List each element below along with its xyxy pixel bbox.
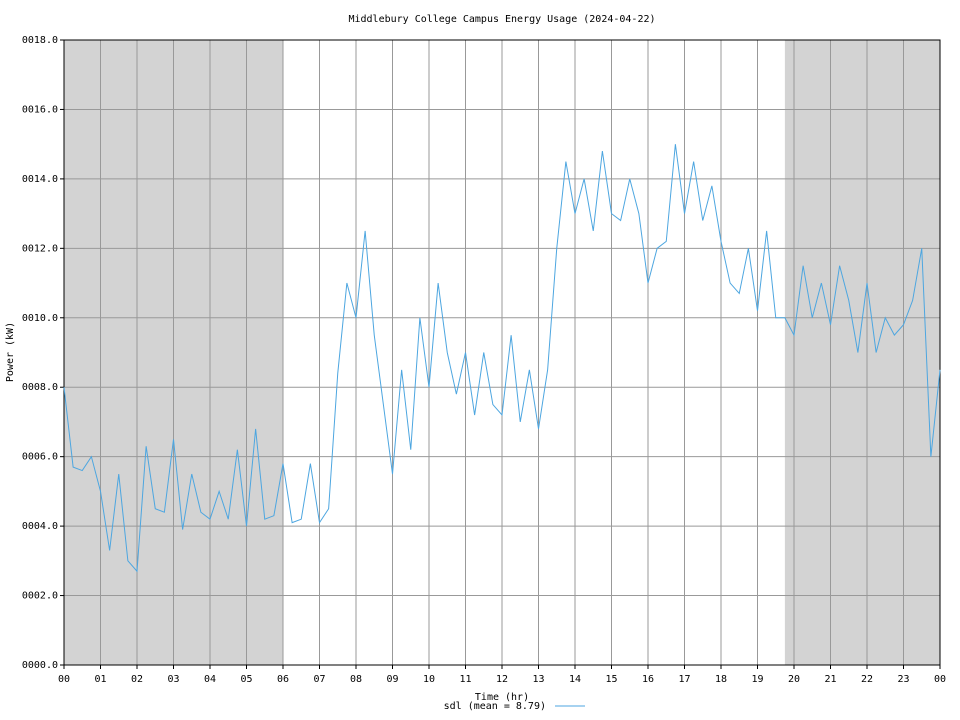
x-tick-label: 05	[240, 674, 252, 685]
x-tick-label: 22	[861, 674, 873, 685]
x-tick-label: 14	[569, 674, 581, 685]
y-tick-label: 0006.0	[22, 452, 58, 463]
x-tick-label: 10	[423, 674, 435, 685]
x-tick-label: 02	[131, 674, 143, 685]
x-tick-label: 23	[897, 674, 909, 685]
x-tick-label: 20	[788, 674, 800, 685]
x-tick-label: 17	[678, 674, 690, 685]
x-tick-label: 01	[94, 674, 106, 685]
legend-label: sdl (mean = 8.79)	[444, 701, 546, 712]
x-tick-label: 11	[459, 674, 471, 685]
x-tick-label: 03	[167, 674, 179, 685]
y-tick-label: 0008.0	[22, 382, 58, 393]
y-tick-label: 0010.0	[22, 313, 58, 324]
x-tick-label: 19	[751, 674, 763, 685]
x-axis-label: Time (hr)	[475, 692, 529, 703]
x-tick-label: 21	[824, 674, 836, 685]
y-axis-label: Power (kW)	[5, 322, 16, 382]
data-line	[63, 144, 941, 573]
x-tick-label: 15	[605, 674, 617, 685]
x-tick-label: 00	[58, 674, 70, 685]
x-tick-label: 09	[386, 674, 398, 685]
x-tick-label: 06	[277, 674, 289, 685]
x-tick-label: 18	[715, 674, 727, 685]
x-tick-label: 08	[350, 674, 362, 685]
x-tick-label: 12	[496, 674, 508, 685]
y-tick-label: 0014.0	[22, 174, 58, 185]
y-tick-label: 0004.0	[22, 521, 58, 532]
x-tick-label: 13	[532, 674, 544, 685]
shaded-region	[784, 40, 940, 665]
y-tick-label: 0016.0	[22, 104, 58, 115]
plot-frame	[63, 39, 941, 666]
chart-title: Middlebury College Campus Energy Usage (…	[348, 14, 655, 25]
x-tick-label: 16	[642, 674, 654, 685]
x-tick-label: 04	[204, 674, 216, 685]
y-tick-label: 0012.0	[22, 243, 58, 254]
y-tick-label: 0018.0	[22, 35, 58, 46]
y-tick-label: 0000.0	[22, 660, 58, 671]
y-tick-label: 0002.0	[22, 591, 58, 602]
x-tick-label: 07	[313, 674, 325, 685]
x-tick-label: 00	[934, 674, 946, 685]
